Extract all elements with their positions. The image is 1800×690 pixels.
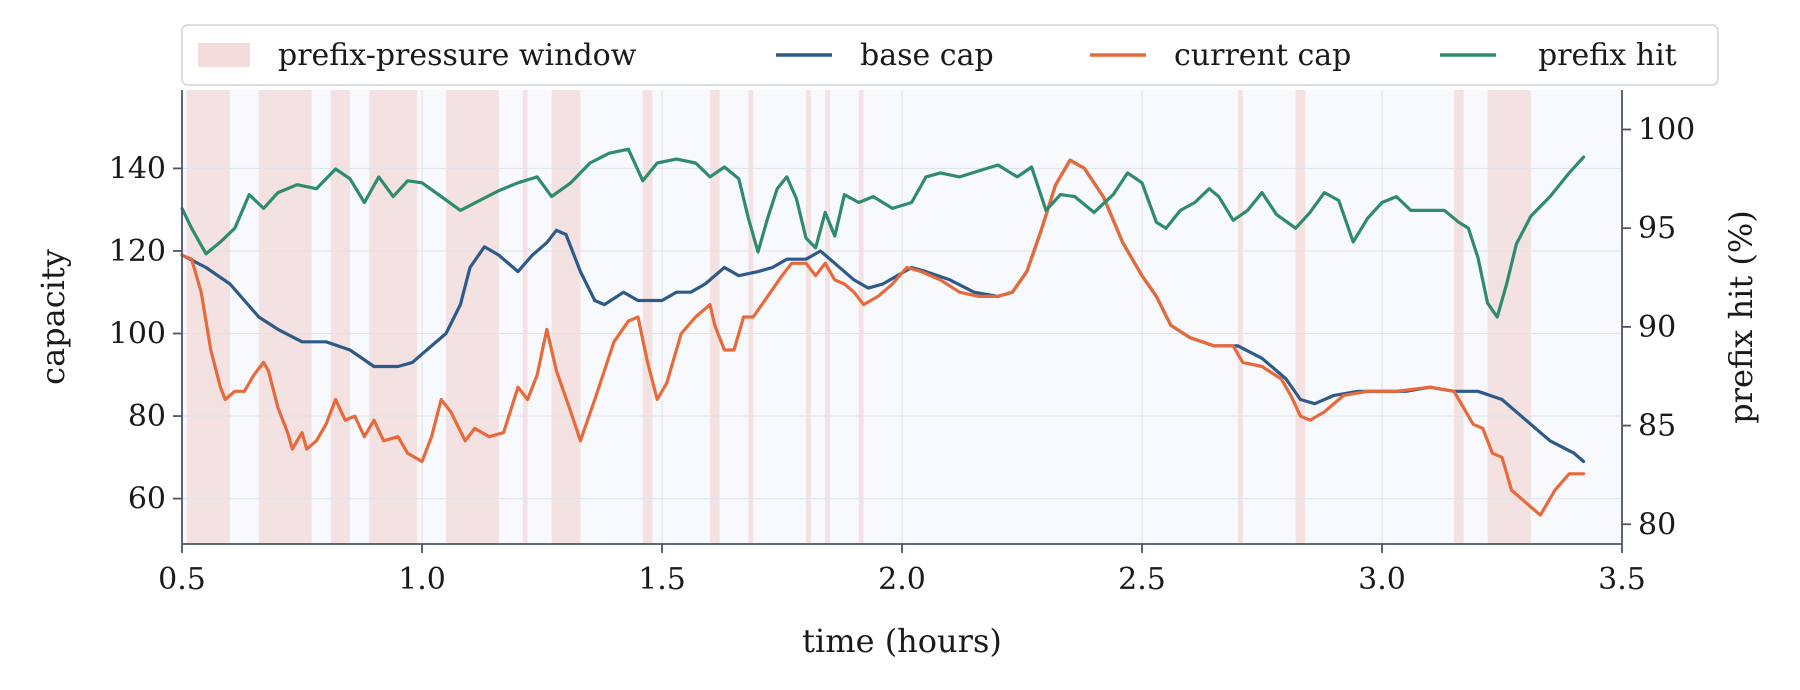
prefix-hit-line bbox=[180, 147, 1586, 319]
legend-label-window: prefix-pressure window bbox=[278, 38, 637, 73]
prefix-pressure-window bbox=[710, 90, 720, 544]
y-right-tick-label: 80 bbox=[1638, 507, 1676, 542]
axes: 0.5 1.0 1.5 2.0 2.5 3.0 3.5 60 80 100 120 140 80 85 90… bbox=[109, 90, 1695, 597]
x-tick-label: 0.5 bbox=[158, 562, 206, 597]
prefix-pressure-window bbox=[369, 90, 418, 544]
x-tick-label: 3.0 bbox=[1358, 562, 1406, 597]
prefix-pressure-window bbox=[186, 90, 230, 544]
y-left-tick-label: 120 bbox=[109, 234, 166, 269]
prefix-pressure-window bbox=[858, 90, 864, 544]
y-right-tick-label: 85 bbox=[1638, 409, 1676, 444]
prefix-pressure-window bbox=[551, 90, 581, 544]
prefix-pressure-window bbox=[330, 90, 350, 544]
prefix-pressure-window bbox=[522, 90, 528, 544]
y-left-tick-label: 80 bbox=[128, 399, 166, 434]
y-right-tick-label: 100 bbox=[1638, 112, 1695, 147]
x-tick-label: 1.5 bbox=[638, 562, 686, 597]
current-cap-line bbox=[180, 158, 1586, 517]
x-tick-label: 1.0 bbox=[398, 562, 446, 597]
plot-area bbox=[180, 90, 1623, 544]
legend-label-current-cap: current cap bbox=[1174, 38, 1351, 73]
y-right-tick-label: 90 bbox=[1638, 310, 1676, 345]
y-left-tick-label: 140 bbox=[109, 151, 166, 186]
base-cap-line bbox=[180, 158, 1586, 464]
legend-label-base-cap: base cap bbox=[860, 38, 994, 73]
x-tick-label: 3.5 bbox=[1598, 562, 1646, 597]
legend-swatch-window bbox=[198, 43, 250, 67]
prefix-pressure-window bbox=[1487, 90, 1531, 544]
prefix-pressure-window bbox=[258, 90, 312, 544]
x-tick-label: 2.5 bbox=[1118, 562, 1166, 597]
legend: prefix-pressure window base cap current ca… bbox=[181, 24, 1719, 86]
x-tick-label: 2.0 bbox=[878, 562, 926, 597]
y-right-tick-label: 95 bbox=[1638, 211, 1676, 246]
prefix-pressure-window bbox=[1295, 90, 1306, 544]
y-left-tick-label: 100 bbox=[109, 317, 166, 352]
prefix-pressure-window bbox=[1454, 90, 1464, 544]
prefix-pressure-window bbox=[806, 90, 811, 544]
x-axis-label: time (hours) bbox=[802, 622, 1002, 660]
y-axis-left-label: capacity bbox=[34, 249, 72, 385]
legend-label-prefix-hit: prefix hit bbox=[1538, 38, 1677, 73]
legend-box bbox=[181, 24, 1719, 86]
prefix-pressure-window bbox=[642, 90, 653, 544]
y-axis-right-label: prefix hit (%) bbox=[1722, 210, 1760, 424]
prefix-pressure-window bbox=[1238, 90, 1243, 544]
y-left-tick-label: 60 bbox=[128, 482, 166, 517]
prefix-pressure-window bbox=[825, 90, 830, 544]
